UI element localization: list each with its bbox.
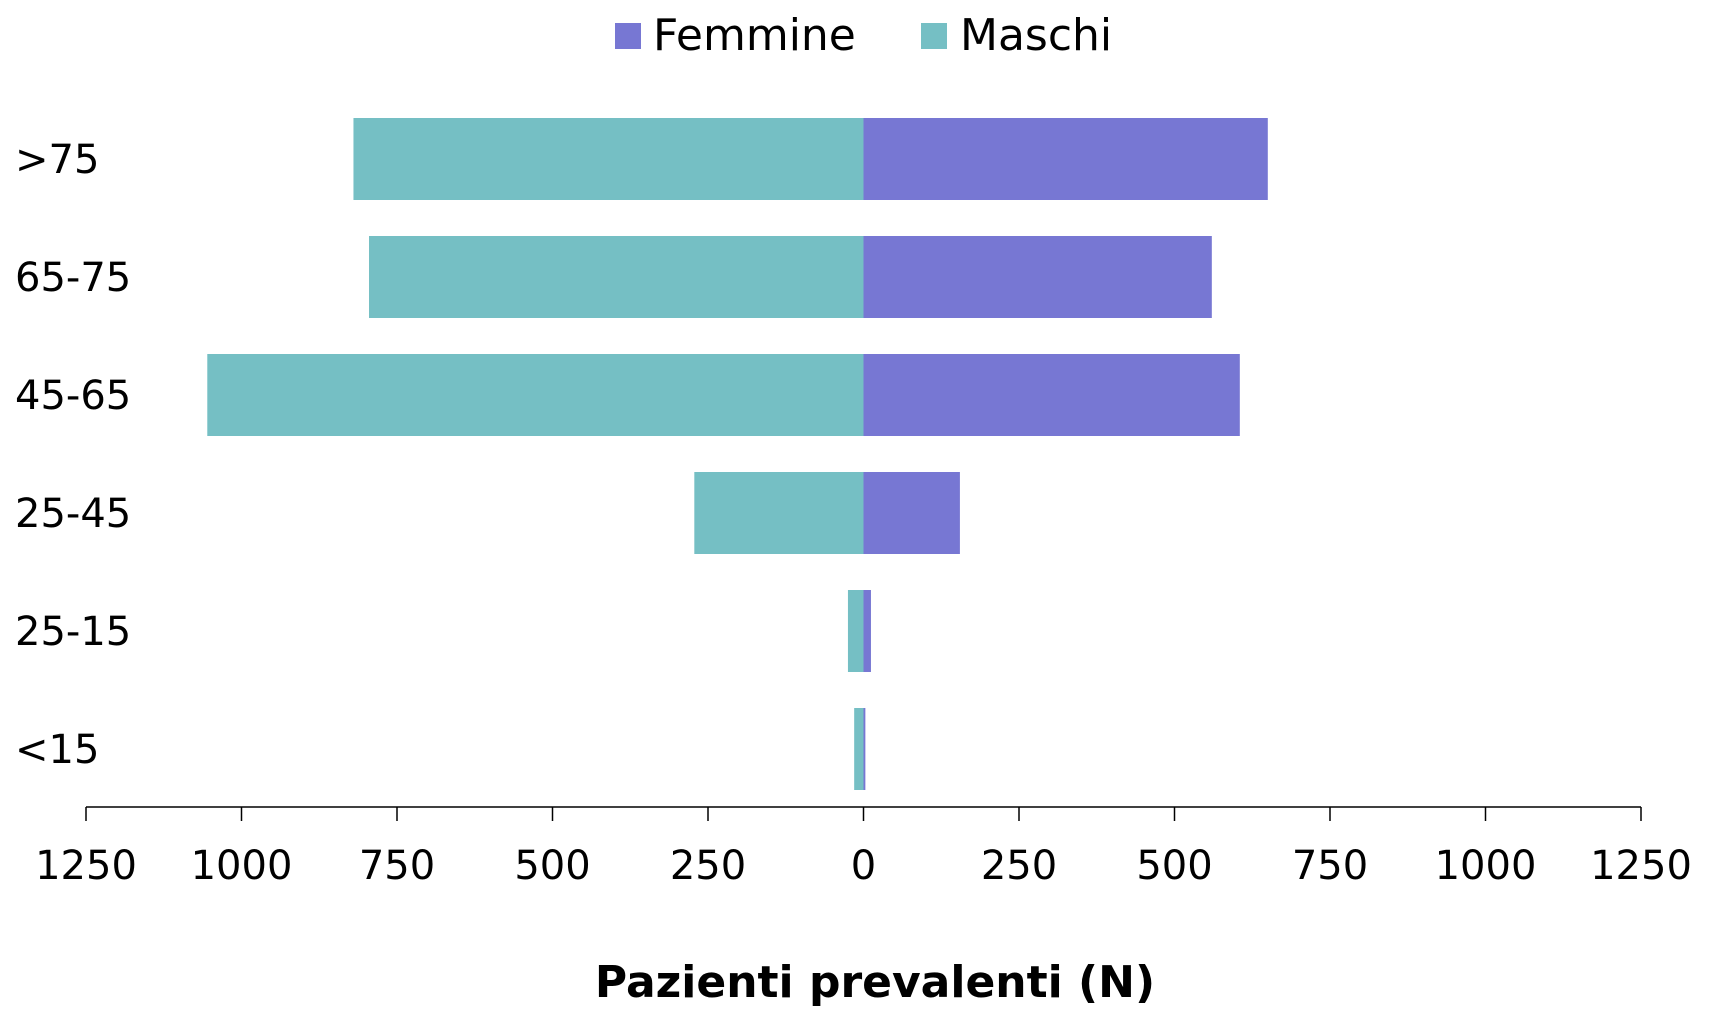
- x-tick-label-7: 500: [1136, 843, 1212, 889]
- bar-maschi-0: [353, 118, 864, 200]
- bar-femmine-1: [863, 236, 1212, 318]
- x-axis: 1250 1000 750 500 250 0 250 500 750 1000 1250: [35, 806, 1692, 889]
- bar-maschi-4: [847, 590, 864, 672]
- category-label-1: 65-75: [15, 255, 131, 301]
- x-tick-label-2: 750: [359, 843, 435, 889]
- bar-femmine-0: [863, 118, 1268, 200]
- legend-label-maschi: Maschi: [960, 10, 1112, 61]
- bar-femmine-5: [863, 708, 866, 790]
- x-tick-label-1: 1000: [191, 843, 293, 889]
- bar-maschi-5: [854, 708, 864, 790]
- x-tick-label-5: 0: [851, 843, 876, 889]
- bar-femmine-4: [863, 590, 871, 672]
- legend: Femmine Maschi: [615, 10, 1112, 61]
- legend-label-femmine: Femmine: [653, 10, 856, 61]
- x-tick-label-8: 750: [1292, 843, 1368, 889]
- bar-maschi-3: [694, 472, 864, 554]
- legend-swatch-femmine: [615, 23, 641, 49]
- category-label-5: <15: [15, 727, 99, 773]
- category-label-0: >75: [15, 137, 99, 183]
- category-labels: >75 65-75 45-65 25-45 25-15 <15: [15, 137, 131, 773]
- bar-femmine-2: [863, 354, 1240, 436]
- x-tick-label-9: 1000: [1435, 843, 1537, 889]
- x-tick-label-4: 250: [670, 843, 746, 889]
- bar-femmine-3: [863, 472, 960, 554]
- x-tick-label-0: 1250: [35, 843, 137, 889]
- x-tick-label-6: 250: [981, 843, 1057, 889]
- x-tick-label-10: 1250: [1590, 843, 1692, 889]
- legend-swatch-maschi: [921, 23, 947, 49]
- category-label-4: 25-15: [15, 609, 131, 655]
- x-axis-title: Pazienti prevalenti (N): [595, 957, 1155, 1008]
- bar-maschi-1: [369, 236, 864, 318]
- category-label-2: 45-65: [15, 373, 131, 419]
- bar-maschi-2: [207, 354, 864, 436]
- category-label-3: 25-45: [15, 491, 131, 537]
- x-tick-label-3: 500: [514, 843, 590, 889]
- bars: [207, 118, 1268, 790]
